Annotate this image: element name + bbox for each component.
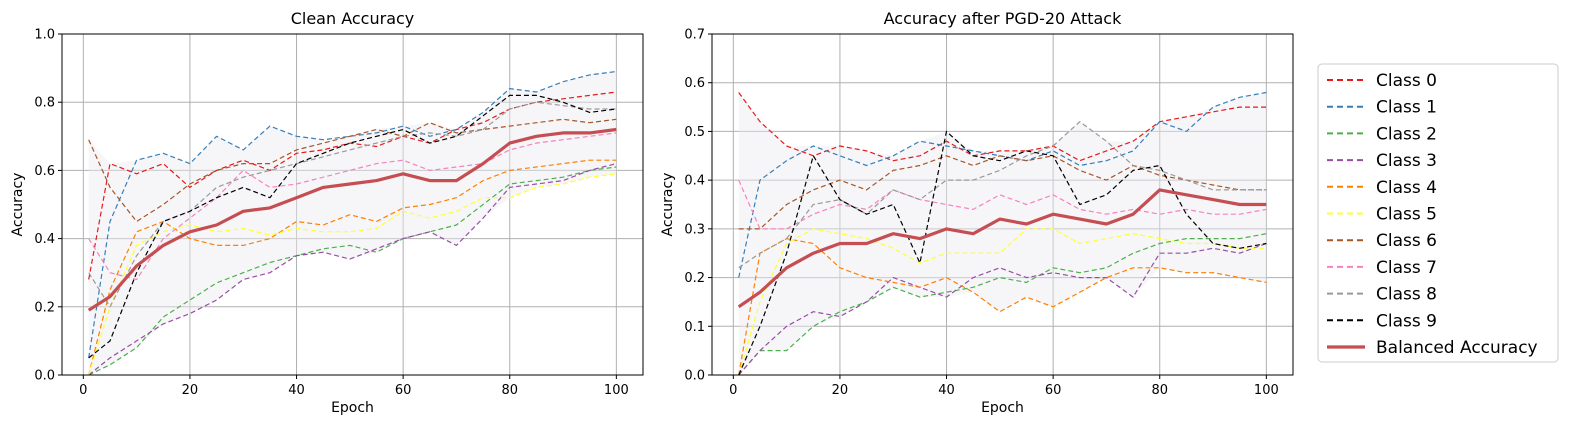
- legend-label-class-8: Class 8: [1376, 285, 1437, 305]
- pgd-plot-area: [712, 34, 1293, 375]
- pgd-range-band: [738, 92, 1267, 375]
- clean-ytick-label: 0.2: [34, 300, 55, 315]
- clean-ytick-label: 0.0: [34, 369, 55, 384]
- clean-xtick-label: 60: [395, 383, 412, 398]
- pgd-series-class-6: [738, 155, 1267, 230]
- clean-series-class-9: [88, 94, 617, 359]
- pgd-series-class-1: [738, 91, 1267, 278]
- clean-series-class-5: [88, 173, 617, 376]
- pgd-ytick-label: 0.5: [684, 125, 705, 140]
- legend-label-class-2: Class 2: [1376, 124, 1437, 144]
- clean-series-class-8: [88, 101, 617, 308]
- clean-series-class-4: [88, 159, 617, 376]
- clean-plot-area: [62, 34, 643, 375]
- pgd-series-class-9: [738, 130, 1267, 376]
- pgd-x-axis-title: Epoch: [981, 400, 1024, 416]
- clean-range-band: [88, 71, 617, 375]
- clean-ytick-label: 0.8: [34, 96, 55, 111]
- legend-label-class-3: Class 3: [1376, 151, 1437, 171]
- pgd-ytick-label: 0.1: [684, 320, 705, 335]
- legend: Class 0 Class 1 Class 2 Class 3 Class 4 Class…: [1317, 63, 1559, 363]
- clean-ytick-label: 0.6: [34, 164, 55, 179]
- legend-label-class-9: Class 9: [1376, 311, 1437, 331]
- pgd-ytick-label: 0.7: [684, 28, 705, 43]
- clean-series-class-6: [88, 118, 617, 223]
- pgd-xtick-label: 20: [832, 383, 849, 398]
- pgd-ytick-label: 0.6: [684, 76, 705, 91]
- clean-xtick-label: 20: [182, 383, 199, 398]
- pgd-series-class-0: [738, 92, 1267, 162]
- clean-xtick-label: 40: [288, 383, 305, 398]
- clean-xtick-label: 80: [501, 383, 518, 398]
- pgd-ytick-label: 0.0: [684, 369, 705, 384]
- pgd-accuracy-chart: 0 20 40 60 80 100 0.0 0.1 0.2 0.3 0.4 0.5 0.6 0.7 Accu…: [660, 9, 1294, 416]
- legend-label-class-0: Class 0: [1376, 71, 1437, 91]
- clean-xtick-label: 100: [604, 383, 629, 398]
- legend-label-class-6: Class 6: [1376, 231, 1437, 251]
- clean-chart-title: Clean Accuracy: [291, 9, 415, 28]
- pgd-series-class-3: [738, 242, 1267, 376]
- pgd-series-class-5: [738, 228, 1267, 376]
- legend-label-class-7: Class 7: [1376, 258, 1437, 278]
- pgd-axes-frame: [711, 33, 1294, 376]
- pgd-xtick-label: 100: [1254, 383, 1279, 398]
- pgd-xtick-label: 60: [1045, 383, 1062, 398]
- pgd-chart-title: Accuracy after PGD-20 Attack: [884, 9, 1122, 28]
- pgd-xtick-label: 80: [1151, 383, 1168, 398]
- pgd-xtick-label: 40: [938, 383, 955, 398]
- clean-series-class-1: [88, 70, 617, 358]
- pgd-y-axis-title: Accuracy: [660, 173, 676, 237]
- legend-label-class-1: Class 1: [1376, 98, 1437, 118]
- pgd-ytick-label: 0.3: [684, 222, 705, 237]
- pgd-series-class-7: [738, 179, 1267, 230]
- legend-label-class-4: Class 4: [1376, 178, 1437, 198]
- pgd-xtick-label: 0: [729, 383, 737, 398]
- pgd-ytick-label: 0.2: [684, 271, 705, 286]
- clean-ytick-label: 0.4: [34, 232, 55, 247]
- pgd-series-balanced-accuracy: [737, 188, 1267, 309]
- pgd-series-class-8: [738, 121, 1267, 269]
- clean-series-class-3: [88, 163, 617, 376]
- legend-label-class-5: Class 5: [1376, 205, 1437, 225]
- clean-series-class-2: [88, 166, 617, 376]
- clean-xtick-label: 0: [79, 383, 87, 398]
- clean-x-axis-title: Epoch: [331, 400, 374, 416]
- clean-series-class-0: [88, 91, 617, 280]
- legend-frame: [1317, 63, 1559, 363]
- clean-ytick-label: 1.0: [34, 28, 55, 43]
- clean-axes-frame: [61, 33, 644, 376]
- legend-label-balanced-accuracy: Balanced Accuracy: [1376, 338, 1538, 358]
- clean-accuracy-chart: 0 20 40 60 80 100 0.0 0.2 0.4 0.6 0.8 1.0 Clean Accu…: [10, 9, 644, 416]
- clean-series-balanced-accuracy: [87, 127, 617, 312]
- pgd-ytick-label: 0.4: [684, 174, 705, 189]
- clean-y-axis-title: Accuracy: [10, 173, 26, 237]
- pgd-series-class-2: [738, 233, 1267, 376]
- clean-series-class-7: [88, 132, 617, 281]
